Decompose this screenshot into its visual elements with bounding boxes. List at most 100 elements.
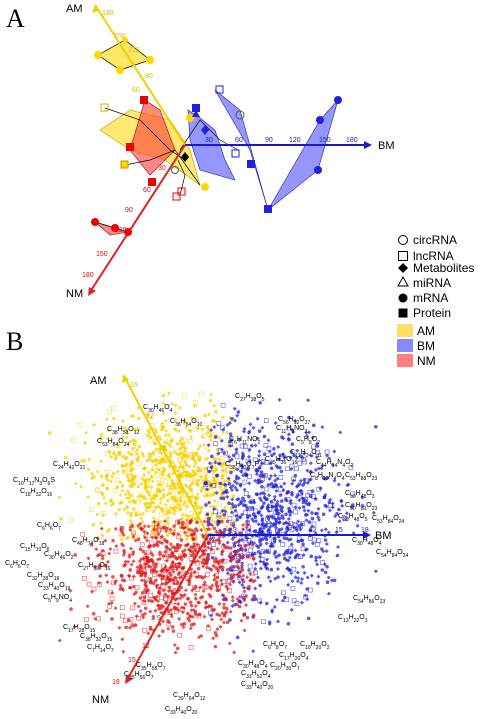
- data-point: [183, 483, 188, 488]
- data-point: [235, 564, 240, 569]
- data-point: [158, 586, 162, 590]
- protein-marker: [148, 178, 156, 186]
- data-point: [187, 464, 192, 469]
- data-point: [286, 582, 291, 587]
- am-tick: 90: [145, 73, 153, 80]
- data-point: [242, 597, 247, 602]
- am-ticks-b: 3 6 9 12 15: [130, 382, 196, 508]
- compound-formula-label: C18H32O16: [20, 488, 52, 498]
- data-point: [166, 620, 171, 625]
- data-point: [242, 499, 247, 504]
- data-point: [173, 418, 178, 423]
- data-point: [225, 579, 231, 584]
- data-point: [182, 437, 188, 443]
- data-point: [164, 558, 169, 563]
- data-point: [98, 563, 102, 568]
- data-point: [286, 432, 291, 437]
- data-point: [162, 495, 166, 499]
- data-point: [200, 434, 205, 439]
- data-point: [268, 579, 273, 584]
- data-point: [310, 516, 315, 521]
- data-point: [225, 606, 229, 611]
- data-point: [186, 485, 191, 490]
- data-point: [117, 625, 122, 630]
- data-point: [265, 521, 270, 526]
- data-point: [122, 426, 127, 430]
- data-point: [189, 435, 194, 440]
- data-point: [284, 491, 289, 496]
- data-point: [198, 444, 203, 449]
- data-point: [301, 505, 306, 509]
- data-point: [259, 470, 264, 474]
- compound-formula-label: C11H9NO2: [276, 425, 308, 435]
- data-point: [220, 430, 225, 435]
- data-point: [274, 555, 278, 559]
- data-point: [125, 462, 129, 467]
- data-point: [176, 428, 181, 433]
- data-point: [172, 563, 178, 568]
- data-point: [100, 556, 105, 561]
- data-point: [113, 511, 118, 516]
- data-point: [222, 451, 227, 456]
- data-point: [115, 485, 120, 489]
- compound-formula-label: C38H80O7P2: [225, 461, 262, 471]
- data-point: [323, 570, 328, 575]
- data-point: [122, 507, 127, 512]
- data-point: [149, 506, 155, 511]
- data-point: [161, 629, 165, 634]
- data-point: [105, 451, 110, 457]
- data-point: [248, 571, 253, 576]
- data-point: [278, 493, 283, 497]
- bm-axis-b-label: BM: [375, 530, 392, 542]
- data-point: [193, 609, 198, 614]
- data-point: [128, 518, 133, 523]
- data-point: [210, 418, 215, 423]
- data-point: [197, 612, 202, 617]
- data-point: [258, 566, 263, 571]
- data-point: [168, 542, 173, 547]
- data-point: [153, 525, 159, 531]
- data-point: [225, 567, 230, 572]
- data-point: [253, 508, 258, 514]
- data-point: [273, 420, 278, 425]
- data-point: [150, 553, 155, 558]
- data-point: [165, 546, 169, 550]
- am-upper-polygon: [97, 39, 151, 71]
- data-point: [333, 514, 338, 519]
- data-point: [161, 619, 166, 624]
- data-point: [214, 410, 218, 414]
- data-point: [218, 565, 223, 570]
- data-point: [268, 521, 273, 526]
- data-point: [274, 520, 279, 525]
- data-point: [314, 542, 320, 547]
- protein-marker: [192, 104, 200, 112]
- data-point: [127, 495, 132, 500]
- data-point: [97, 581, 102, 586]
- data-point: [271, 538, 276, 544]
- data-point: [162, 519, 167, 524]
- data-point: [224, 584, 229, 589]
- data-point: [235, 597, 240, 602]
- am-tick: 180: [102, 10, 114, 17]
- data-point: [229, 564, 234, 569]
- data-point: [120, 419, 125, 424]
- data-point: [308, 477, 313, 482]
- data-point: [301, 483, 305, 487]
- data-point: [91, 522, 96, 527]
- data-point: [240, 451, 245, 456]
- data-point: [206, 527, 211, 532]
- data-point: [293, 473, 298, 478]
- data-point: [275, 476, 280, 481]
- data-point: [127, 500, 132, 505]
- data-point: [202, 614, 207, 619]
- data-point: [316, 574, 321, 579]
- data-point: [120, 484, 125, 488]
- data-point: [273, 473, 278, 478]
- am-tick: 30: [148, 110, 156, 117]
- data-point: [136, 604, 141, 609]
- data-point: [131, 438, 136, 443]
- data-point: [238, 543, 243, 548]
- data-point: [230, 483, 235, 488]
- data-point: [201, 589, 206, 594]
- data-point: [239, 443, 245, 449]
